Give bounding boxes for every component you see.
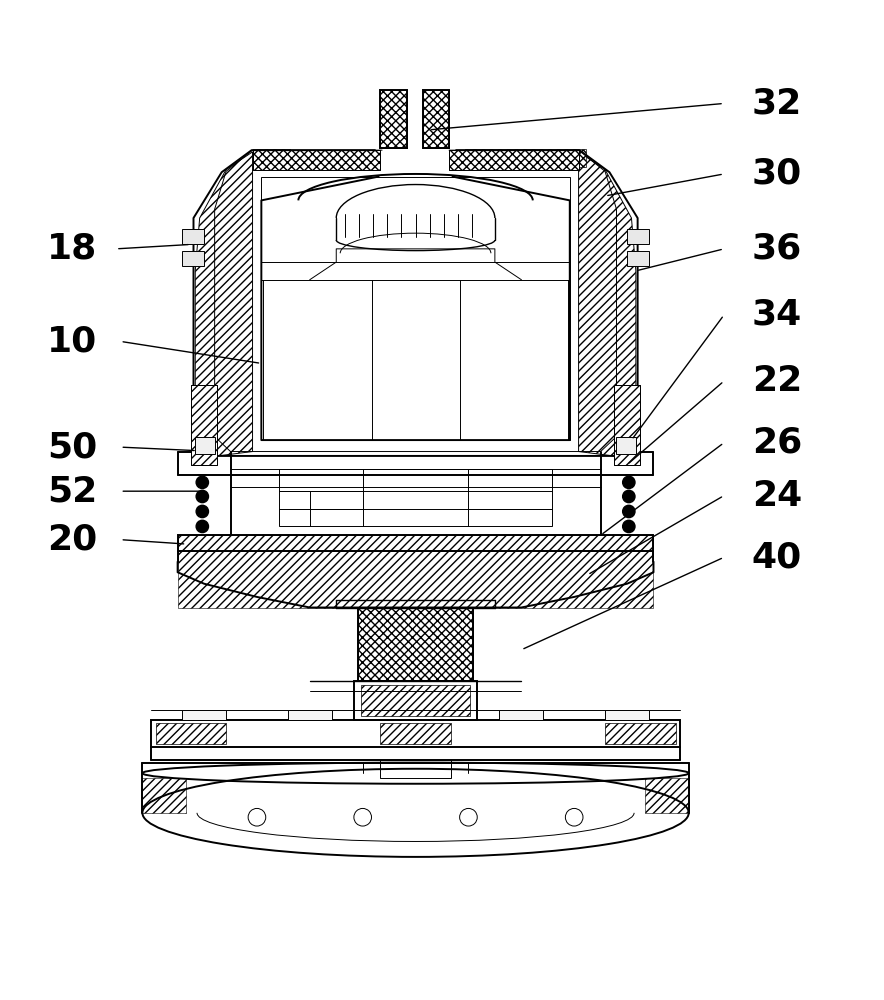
Bar <box>605 723 675 744</box>
Text: 26: 26 <box>751 426 802 460</box>
Circle shape <box>622 520 635 533</box>
Bar <box>380 760 451 778</box>
Bar <box>423 90 449 148</box>
Text: 50: 50 <box>47 430 97 464</box>
Bar <box>178 535 653 551</box>
Polygon shape <box>579 152 636 456</box>
Text: 24: 24 <box>751 479 802 513</box>
Text: 30: 30 <box>751 157 802 191</box>
Bar <box>613 385 640 465</box>
Text: 22: 22 <box>751 364 802 398</box>
Bar <box>380 90 407 148</box>
Bar <box>380 723 451 744</box>
Bar <box>191 385 217 465</box>
Bar <box>182 229 204 244</box>
Circle shape <box>196 476 209 489</box>
Text: 40: 40 <box>751 540 802 574</box>
Bar <box>465 149 585 167</box>
Bar <box>354 681 477 720</box>
Bar <box>288 710 332 720</box>
Bar <box>195 437 215 454</box>
Bar <box>191 385 217 465</box>
Bar <box>182 251 204 266</box>
Bar <box>262 177 570 440</box>
Bar <box>151 720 680 747</box>
Bar <box>449 150 579 170</box>
Text: 34: 34 <box>751 298 802 332</box>
Bar <box>156 723 226 744</box>
Text: 36: 36 <box>751 232 802 266</box>
Circle shape <box>622 476 635 489</box>
Polygon shape <box>195 152 253 456</box>
Circle shape <box>196 520 209 533</box>
Bar <box>358 608 473 681</box>
Bar <box>499 710 544 720</box>
Bar <box>380 90 407 148</box>
Bar <box>279 469 552 526</box>
Bar <box>253 150 380 170</box>
Text: 20: 20 <box>47 523 97 557</box>
Bar <box>361 685 470 716</box>
Bar <box>178 535 653 551</box>
Bar <box>449 150 579 170</box>
Bar <box>616 437 636 454</box>
Bar <box>423 90 449 148</box>
Circle shape <box>622 490 635 503</box>
Bar <box>182 710 226 720</box>
Text: 52: 52 <box>47 474 97 508</box>
Circle shape <box>196 505 209 518</box>
Bar <box>358 608 473 681</box>
Bar <box>253 150 380 170</box>
Bar <box>613 385 640 465</box>
Bar <box>644 778 689 813</box>
Bar <box>605 710 649 720</box>
Bar <box>627 251 649 266</box>
Text: 32: 32 <box>751 86 802 120</box>
Circle shape <box>196 490 209 503</box>
Bar <box>142 778 187 813</box>
Bar <box>178 551 653 608</box>
Bar <box>627 229 649 244</box>
Text: 10: 10 <box>47 324 97 358</box>
Circle shape <box>622 505 635 518</box>
Bar <box>253 149 290 167</box>
Text: 18: 18 <box>47 232 97 266</box>
